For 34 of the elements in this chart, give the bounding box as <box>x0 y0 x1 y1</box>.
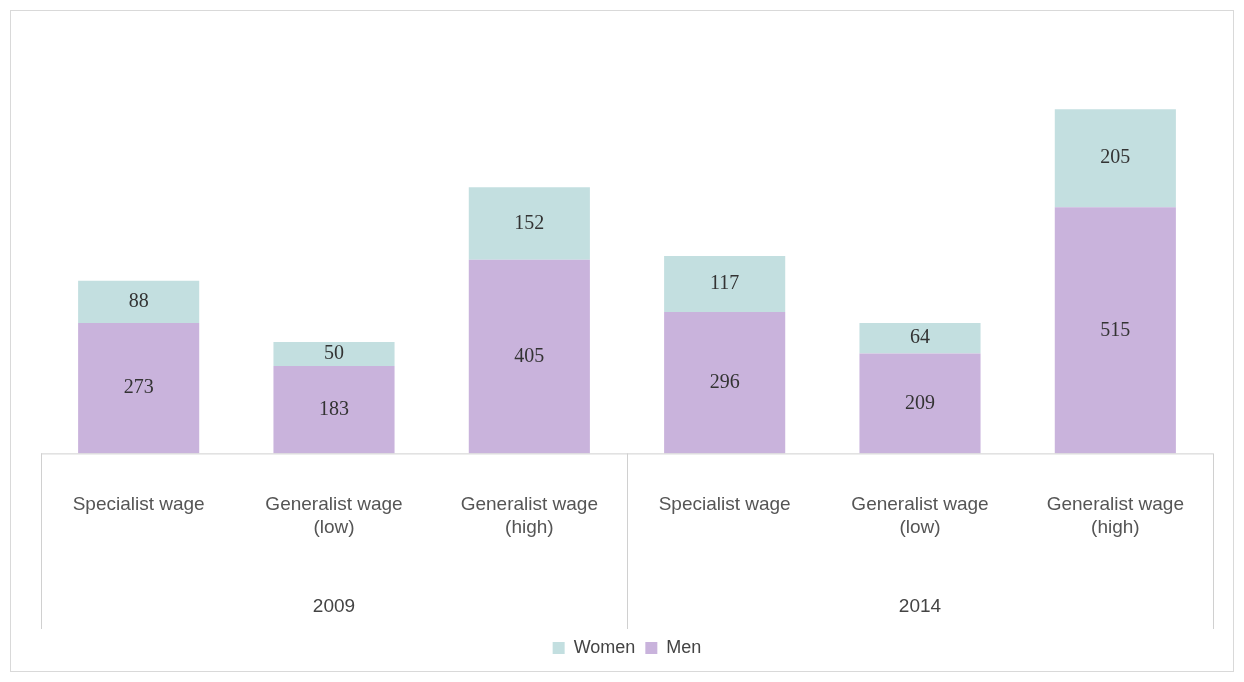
data-label: 50 <box>324 341 344 364</box>
bar <box>273 365 395 454</box>
data-label: 183 <box>319 396 349 419</box>
bar <box>859 353 981 454</box>
data-label: 273 <box>123 375 154 398</box>
text: 2014 <box>898 595 942 617</box>
data-label: 405 <box>514 343 545 366</box>
bar <box>859 322 981 354</box>
legend-label: Women <box>573 636 636 657</box>
text: 2009 <box>312 595 356 617</box>
data-label: 152 <box>514 210 545 233</box>
x-tick-label: Generalist wage (low) <box>265 493 403 537</box>
bar <box>78 280 200 323</box>
data-label: 205 <box>1100 145 1131 168</box>
bar <box>664 255 786 312</box>
x-tick-label: Generalist wage (high) <box>460 493 598 537</box>
bar <box>664 311 786 454</box>
data-label: 296 <box>709 369 740 392</box>
bar <box>1054 207 1176 454</box>
bar <box>468 187 590 260</box>
data-label: 515 <box>1100 317 1131 340</box>
legend-label: Men <box>666 636 702 657</box>
x-tick-label: Specialist wage <box>658 493 791 515</box>
bar <box>78 322 200 454</box>
x-tick-label: Generalist wage (high) <box>1046 493 1184 537</box>
x-tick-label: Generalist wage (low) <box>851 493 989 537</box>
x-tick-label: Specialist wage <box>72 493 205 515</box>
bar <box>468 259 590 454</box>
data-label: 117 <box>710 271 740 294</box>
data-label: 209 <box>905 390 935 413</box>
bar <box>1054 109 1176 208</box>
data-label: 64 <box>910 325 930 348</box>
bar <box>273 342 395 366</box>
data-label: 88 <box>128 289 149 312</box>
